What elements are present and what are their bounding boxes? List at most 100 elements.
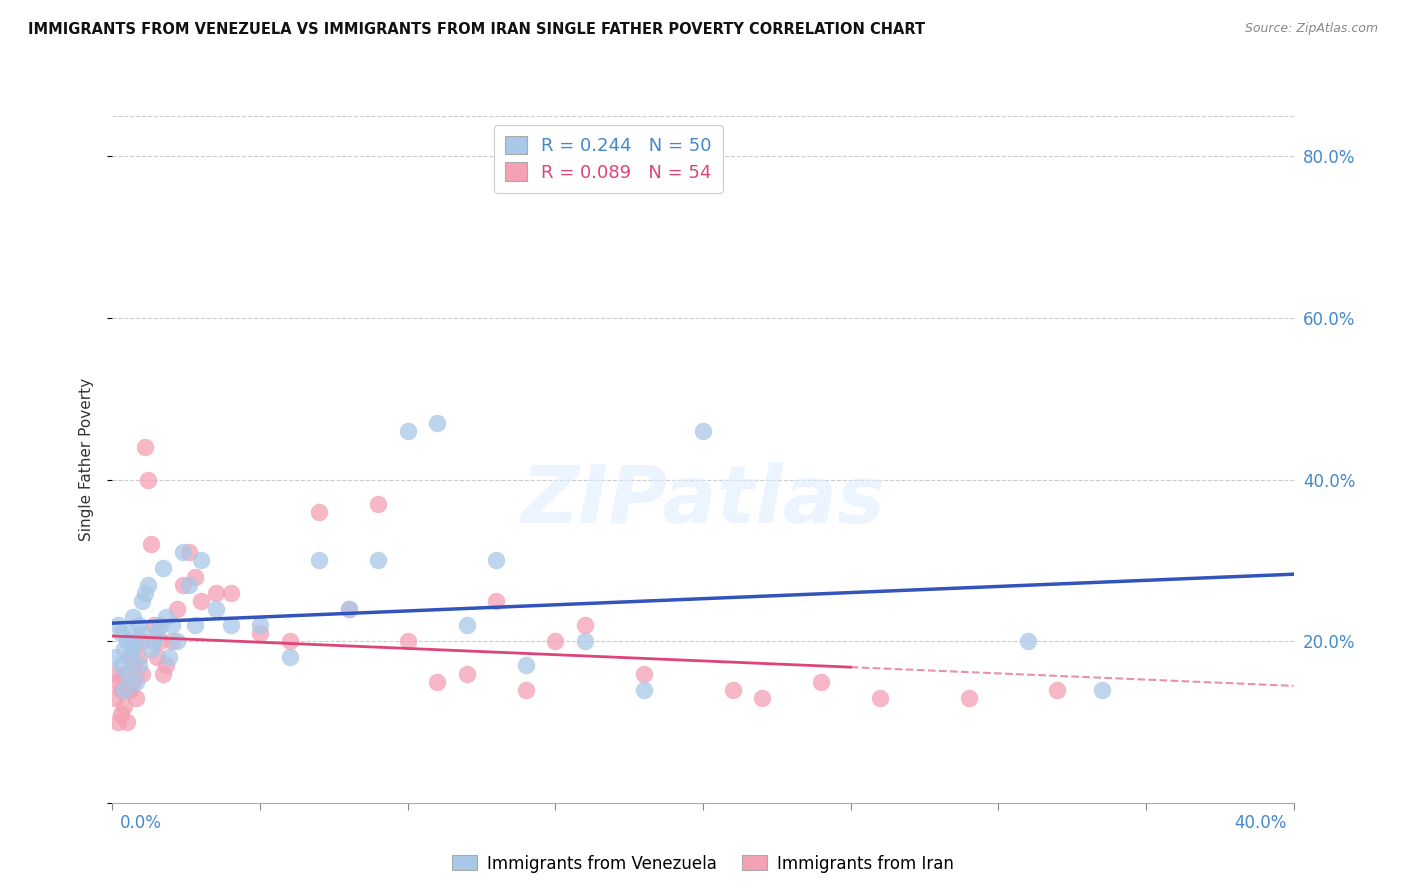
- Legend: R = 0.244   N = 50, R = 0.089   N = 54: R = 0.244 N = 50, R = 0.089 N = 54: [495, 125, 723, 193]
- Point: [633, 666, 655, 681]
- Point: [1091, 682, 1114, 697]
- Point: [122, 674, 145, 689]
- Point: [515, 658, 537, 673]
- Point: [110, 706, 132, 721]
- Point: [172, 577, 194, 591]
- Point: [308, 553, 330, 567]
- Point: [485, 553, 508, 567]
- Point: [122, 658, 145, 673]
- Point: [184, 618, 207, 632]
- Point: [128, 658, 150, 673]
- Point: [249, 626, 271, 640]
- Point: [131, 666, 153, 681]
- Point: [205, 585, 228, 599]
- Point: [160, 618, 183, 632]
- Point: [112, 698, 135, 713]
- Point: [128, 618, 150, 632]
- Point: [515, 682, 537, 697]
- Text: 40.0%: 40.0%: [1234, 814, 1286, 831]
- Point: [278, 634, 301, 648]
- Point: [396, 424, 419, 438]
- Point: [957, 690, 980, 705]
- Point: [117, 666, 138, 681]
- Point: [139, 642, 162, 657]
- Point: [139, 537, 162, 551]
- Point: [149, 618, 172, 632]
- Point: [131, 634, 153, 648]
- Point: [134, 440, 156, 454]
- Point: [574, 618, 596, 632]
- Point: [157, 650, 180, 665]
- Point: [184, 569, 207, 583]
- Point: [131, 626, 153, 640]
- Point: [367, 553, 389, 567]
- Point: [146, 650, 169, 665]
- Point: [107, 618, 129, 632]
- Point: [205, 602, 228, 616]
- Point: [104, 650, 127, 665]
- Point: [120, 682, 142, 697]
- Point: [396, 634, 419, 648]
- Point: [179, 545, 201, 559]
- Point: [112, 666, 135, 681]
- Point: [633, 682, 655, 697]
- Point: [337, 602, 360, 616]
- Point: [117, 634, 138, 648]
- Point: [1046, 682, 1069, 697]
- Point: [149, 634, 172, 648]
- Text: Source: ZipAtlas.com: Source: ZipAtlas.com: [1244, 22, 1378, 36]
- Point: [125, 634, 148, 648]
- Point: [190, 594, 212, 608]
- Point: [125, 674, 148, 689]
- Point: [152, 666, 174, 681]
- Point: [692, 424, 714, 438]
- Text: 0.0%: 0.0%: [120, 814, 162, 831]
- Point: [721, 682, 744, 697]
- Point: [544, 634, 567, 648]
- Point: [1017, 634, 1039, 648]
- Point: [120, 650, 142, 665]
- Text: IMMIGRANTS FROM VENEZUELA VS IMMIGRANTS FROM IRAN SINGLE FATHER POVERTY CORRELAT: IMMIGRANTS FROM VENEZUELA VS IMMIGRANTS …: [28, 22, 925, 37]
- Point: [112, 642, 135, 657]
- Point: [125, 666, 148, 681]
- Point: [751, 690, 773, 705]
- Point: [136, 577, 159, 591]
- Point: [172, 545, 194, 559]
- Point: [128, 650, 150, 665]
- Point: [110, 682, 132, 697]
- Point: [112, 682, 135, 697]
- Point: [104, 666, 127, 681]
- Point: [117, 682, 138, 697]
- Point: [134, 585, 156, 599]
- Point: [574, 634, 596, 648]
- Point: [120, 626, 142, 640]
- Point: [142, 634, 165, 648]
- Point: [190, 553, 212, 567]
- Point: [107, 674, 129, 689]
- Point: [219, 618, 242, 632]
- Point: [869, 690, 891, 705]
- Text: ZIPatlas: ZIPatlas: [520, 461, 886, 540]
- Point: [249, 618, 271, 632]
- Point: [456, 618, 478, 632]
- Point: [278, 650, 301, 665]
- Point: [155, 658, 177, 673]
- Point: [146, 626, 169, 640]
- Point: [426, 416, 449, 430]
- Point: [122, 610, 145, 624]
- Point: [131, 594, 153, 608]
- Point: [337, 602, 360, 616]
- Point: [485, 594, 508, 608]
- Point: [136, 473, 159, 487]
- Point: [160, 634, 183, 648]
- Point: [367, 497, 389, 511]
- Point: [308, 505, 330, 519]
- Point: [110, 658, 132, 673]
- Point: [110, 626, 132, 640]
- Point: [152, 561, 174, 575]
- Point: [179, 577, 201, 591]
- Legend: Immigrants from Venezuela, Immigrants from Iran: Immigrants from Venezuela, Immigrants fr…: [446, 848, 960, 880]
- Point: [142, 618, 165, 632]
- Point: [104, 690, 127, 705]
- Point: [120, 650, 142, 665]
